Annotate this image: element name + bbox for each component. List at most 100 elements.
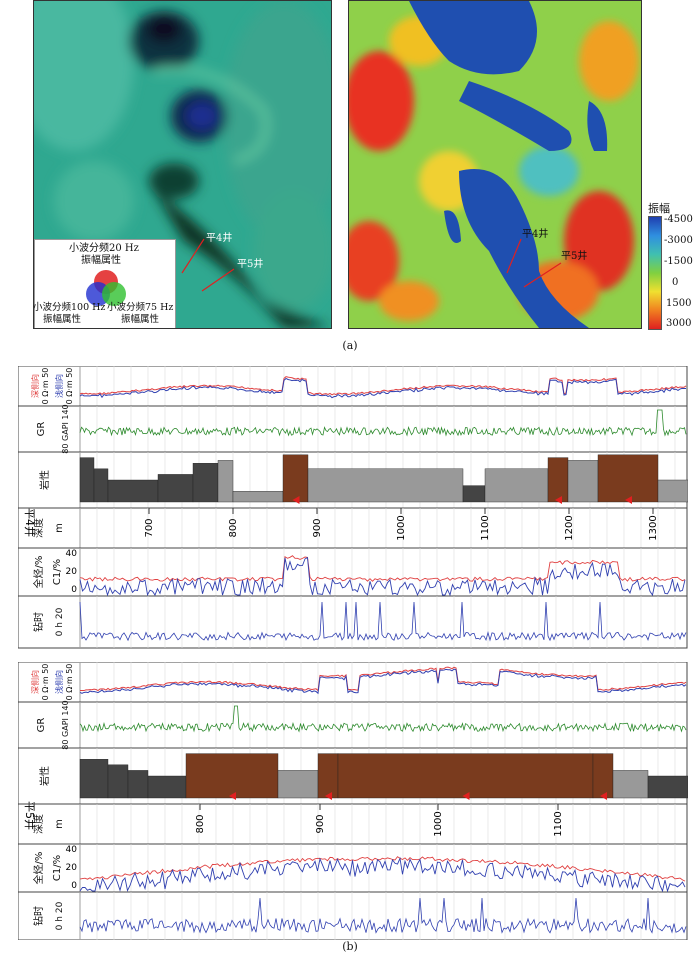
lithology-bed bbox=[657, 479, 689, 503]
rgb-circles-icon bbox=[86, 270, 126, 306]
lithology-bed bbox=[592, 753, 614, 799]
lithology-bed bbox=[93, 468, 109, 503]
c1-label: C1/% bbox=[52, 855, 63, 881]
gas-marker-icon bbox=[229, 792, 236, 800]
rgb-legend: 小波分频20 Hz 振幅属性 小波分频100 Hz 振幅属性 小波分频75 Hz… bbox=[33, 239, 176, 328]
lithology-bed bbox=[547, 457, 569, 503]
drill-time-label: 钻时 bbox=[32, 612, 45, 632]
depth-label: 深度 bbox=[32, 814, 45, 834]
lithology-bed bbox=[107, 479, 159, 503]
well-label-p4-b: 平4井 bbox=[522, 229, 549, 240]
gas-marker-icon bbox=[325, 792, 332, 800]
shallow-resistivity-curve bbox=[79, 668, 687, 695]
lithology-bed bbox=[282, 454, 309, 503]
lithology-bed bbox=[79, 758, 109, 799]
lithology-bed bbox=[484, 468, 549, 503]
legend-right-label: 小波分频75 Hz bbox=[107, 302, 174, 313]
well-label-p5: 平5井 bbox=[237, 259, 264, 270]
depth-tick-label: 1100 bbox=[553, 811, 564, 836]
res-unit-label-2: 0 Ω·m 50 bbox=[65, 664, 74, 701]
drill-time-unit-label: 0 h 20 bbox=[55, 901, 65, 930]
lithology-bed bbox=[612, 770, 649, 799]
gr-unit-label: 80 GAPI 140 bbox=[61, 404, 70, 453]
lithology-bed bbox=[79, 457, 95, 503]
deep-resistivity-curve bbox=[79, 666, 687, 692]
gas-total-label: 全烃/% bbox=[32, 556, 45, 589]
shallow-resistivity-curve bbox=[79, 377, 687, 399]
colorbar-tick-2: -1500 bbox=[664, 256, 693, 267]
gas-scale-label: 40 bbox=[66, 549, 78, 559]
caption-a: (a) bbox=[342, 339, 358, 352]
c1-label: C1/% bbox=[52, 559, 63, 585]
track-frame bbox=[17, 365, 688, 407]
gas-marker-icon bbox=[292, 496, 300, 504]
colorbar-tick-4: 1500 bbox=[666, 298, 692, 309]
lithology-bed bbox=[307, 468, 464, 503]
gas-scale-label: 40 bbox=[66, 845, 78, 855]
res-shallow-label: 浅侧向 bbox=[54, 670, 64, 694]
lithology-bed bbox=[337, 753, 594, 799]
res-shallow-label: 浅侧向 bbox=[54, 374, 64, 398]
gr-curve bbox=[79, 705, 687, 733]
legend-left-label2: 振幅属性 bbox=[43, 314, 82, 325]
gas-marker-icon bbox=[600, 792, 607, 800]
total-gas-curve bbox=[79, 555, 686, 582]
well-label-p4: 平4井 bbox=[206, 233, 233, 244]
c1-curve bbox=[79, 556, 686, 597]
total-gas-curve bbox=[79, 856, 686, 882]
depth-tick-label: 700 bbox=[144, 518, 155, 537]
c1-curve bbox=[79, 856, 686, 893]
deep-resistivity-curve bbox=[79, 376, 687, 396]
res-deep-label: 深侧向 bbox=[30, 670, 40, 694]
colorbar-tick-5: 3000 bbox=[666, 318, 692, 329]
gas-scale-label: 0 bbox=[71, 881, 77, 891]
amplitude-map-image bbox=[349, 1, 641, 328]
depth-tick-label: 900 bbox=[312, 518, 323, 537]
gas-marker-icon bbox=[462, 792, 470, 800]
gas-scale-label: 0 bbox=[71, 585, 77, 595]
res-unit-label: 0 Ω·m 50 bbox=[41, 368, 50, 405]
well-panel-p4: 平4井 深侧向 0 Ω·m 50 浅侧向 0 Ω·m 50 GR 80 GAPI 140 岩性… bbox=[17, 365, 689, 650]
colorbar-tick-3: 0 bbox=[672, 277, 679, 288]
well-name: 平4井 bbox=[23, 508, 37, 537]
depth-tick-label: 1100 bbox=[480, 515, 491, 540]
track-frame bbox=[17, 891, 688, 941]
lithology-bed bbox=[192, 462, 219, 503]
res-unit-label: 0 Ω·m 50 bbox=[41, 664, 50, 701]
colorbar bbox=[648, 216, 662, 330]
caption-b: (b) bbox=[342, 940, 358, 953]
track-frame bbox=[17, 595, 688, 649]
depth-tick-label: 800 bbox=[228, 518, 239, 537]
colorbar-tick-0: -4500 bbox=[664, 214, 693, 225]
lithology-bed bbox=[127, 770, 149, 799]
lithology-bed bbox=[217, 460, 234, 503]
gr-label: GR bbox=[36, 422, 47, 437]
depth-label: 深度 bbox=[32, 518, 45, 538]
gr-label: GR bbox=[36, 718, 47, 733]
lithology-bed bbox=[567, 460, 599, 503]
lithology-bed bbox=[107, 764, 129, 799]
lithology-label: 岩性 bbox=[38, 470, 51, 490]
track-frame bbox=[17, 405, 688, 453]
track-frame bbox=[17, 507, 688, 549]
depth-unit-label: m bbox=[54, 523, 65, 533]
depth-tick-label: 800 bbox=[195, 814, 206, 833]
depth-tick-label: 1000 bbox=[433, 811, 444, 836]
track-frame bbox=[17, 661, 688, 703]
well-label-p5-b: 平5井 bbox=[561, 251, 588, 262]
gr-unit-label: 80 GAPI 140 bbox=[61, 700, 70, 749]
gr-curve bbox=[79, 409, 687, 437]
legend-left-label: 小波分频100 Hz bbox=[33, 302, 106, 313]
track-frame bbox=[17, 803, 688, 845]
depth-tick-label: 1300 bbox=[648, 515, 659, 540]
lithology-bed bbox=[277, 770, 319, 799]
drill-time-curve bbox=[79, 601, 687, 642]
rgb-attribute-map: 平4井 平5井 小波分频20 Hz 振幅属性 小波分频100 Hz 振幅属性 小… bbox=[33, 0, 332, 329]
lithology-bed bbox=[647, 775, 689, 799]
gas-marker-icon bbox=[555, 496, 562, 504]
gas-scale-label: 20 bbox=[66, 863, 78, 873]
depth-tick-label: 1000 bbox=[396, 515, 407, 540]
lithology-bed bbox=[597, 454, 659, 503]
